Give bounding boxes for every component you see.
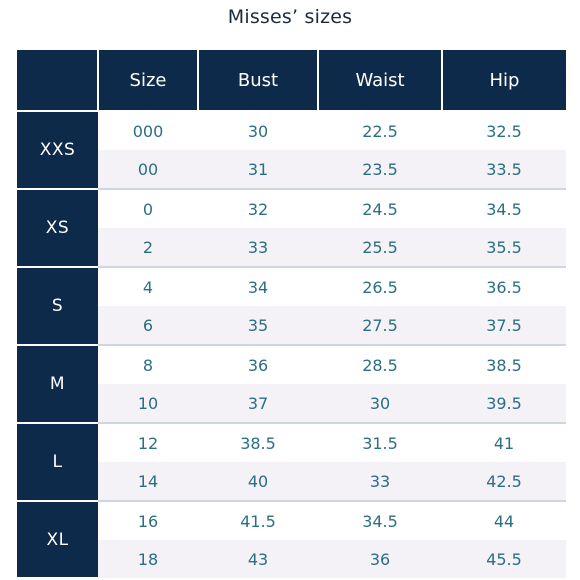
hip-cell: 39.5 [442, 384, 566, 424]
bust-cell: 37 [198, 384, 318, 424]
size-cell: 8 [98, 345, 198, 384]
size-cell: 4 [98, 267, 198, 306]
group-label-l: L [17, 423, 98, 502]
header-waist: Waist [318, 50, 443, 111]
table-row: 00 31 23.5 33.5 [17, 150, 566, 190]
table-row: 18 43 36 45.5 [17, 540, 566, 578]
bust-cell: 32 [198, 189, 318, 228]
waist-cell: 23.5 [318, 150, 442, 190]
header-corner [17, 50, 99, 111]
group-label-xl: XL [17, 501, 98, 579]
table-row: L 12 38.5 31.5 41 [17, 423, 566, 502]
size-cell: 14 [98, 462, 198, 502]
hip-cell: 45.5 [442, 540, 566, 578]
hip-cell: 33.5 [442, 150, 566, 190]
header-size: Size [98, 50, 199, 111]
table-row: 2 33 25.5 35.5 [17, 228, 566, 268]
size-cell: 12 [98, 423, 198, 462]
group-label-s: S [17, 267, 98, 346]
waist-cell: 22.5 [318, 110, 442, 150]
size-cell: 2 [98, 228, 198, 268]
page-title: Misses’ sizes [227, 6, 353, 28]
table-row: M 8 36 28.5 38.5 [17, 345, 566, 424]
bust-cell: 33 [198, 228, 318, 268]
bust-cell: 40 [198, 462, 318, 502]
waist-cell: 24.5 [318, 189, 442, 228]
table-row: S 4 34 26.5 36.5 [17, 267, 566, 346]
group-label-xxs: XXS [17, 110, 98, 190]
table-row: 10 37 30 39.5 [17, 384, 566, 424]
bust-cell: 43 [198, 540, 318, 578]
bust-cell: 35 [198, 306, 318, 346]
hip-cell: 38.5 [442, 345, 566, 384]
size-cell: 0 [98, 189, 198, 228]
hip-cell: 37.5 [442, 306, 566, 346]
header-bust: Bust [198, 50, 319, 111]
table-row: XS 0 32 24.5 34.5 [17, 189, 566, 268]
table-header-row: Size Bust Waist Hip [17, 50, 566, 111]
hip-cell: 34.5 [442, 189, 566, 228]
waist-cell: 25.5 [318, 228, 442, 268]
hip-cell: 35.5 [442, 228, 566, 268]
waist-cell: 30 [318, 384, 442, 424]
table-body: XXS 000 30 22.5 32.5 00 31 23.5 33.5 XS … [17, 110, 566, 579]
table-row: XL 16 41.5 34.5 44 [17, 501, 566, 579]
hip-cell: 44 [442, 501, 566, 540]
size-cell: 10 [98, 384, 198, 424]
hip-cell: 32.5 [442, 110, 566, 150]
hip-cell: 42.5 [442, 462, 566, 502]
waist-cell: 33 [318, 462, 442, 502]
size-cell: 6 [98, 306, 198, 346]
group-label-m: M [17, 345, 98, 424]
bust-cell: 34 [198, 267, 318, 306]
bust-cell: 31 [198, 150, 318, 190]
bust-cell: 30 [198, 110, 318, 150]
table-row: XXS 000 30 22.5 32.5 [17, 110, 566, 190]
hip-cell: 41 [442, 423, 566, 462]
bust-cell: 38.5 [198, 423, 318, 462]
group-label-xs: XS [17, 189, 98, 268]
size-cell: 000 [98, 110, 198, 150]
waist-cell: 28.5 [318, 345, 442, 384]
table-row: 6 35 27.5 37.5 [17, 306, 566, 346]
bust-cell: 36 [198, 345, 318, 384]
size-table: Size Bust Waist Hip XXS 000 30 22.5 32.5… [17, 50, 566, 579]
hip-cell: 36.5 [442, 267, 566, 306]
waist-cell: 26.5 [318, 267, 442, 306]
header-hip: Hip [442, 50, 566, 111]
size-cell: 18 [98, 540, 198, 578]
bust-cell: 41.5 [198, 501, 318, 540]
size-cell: 16 [98, 501, 198, 540]
waist-cell: 34.5 [318, 501, 442, 540]
table-row: 14 40 33 42.5 [17, 462, 566, 502]
size-cell: 00 [98, 150, 198, 190]
waist-cell: 31.5 [318, 423, 442, 462]
waist-cell: 36 [318, 540, 442, 578]
waist-cell: 27.5 [318, 306, 442, 346]
